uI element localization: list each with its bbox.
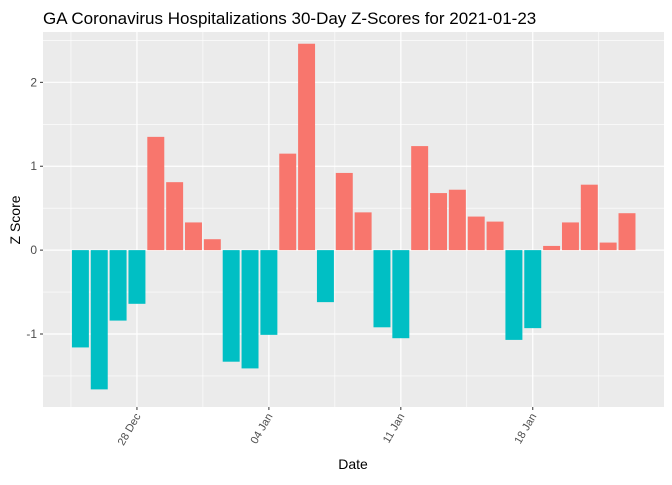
bar [448, 189, 466, 251]
x-axis-label: Date [338, 456, 368, 472]
plot-panel [43, 32, 664, 407]
bar [298, 43, 316, 251]
bar [109, 250, 127, 321]
x-tick-label: 11 Jan [381, 412, 408, 446]
y-tick-label: -1 [26, 327, 37, 341]
y-tick-label: 1 [30, 159, 37, 173]
bar [222, 250, 240, 362]
bar [316, 250, 334, 303]
bar [128, 250, 146, 304]
bar [430, 193, 447, 251]
bar [486, 221, 504, 251]
bar [147, 136, 165, 251]
y-axis-label: Z Score [7, 195, 23, 244]
x-axis: 28 Dec 04 Jan 11 Jan 18 Jan [116, 407, 539, 448]
bar [524, 250, 542, 329]
bar [241, 250, 259, 369]
x-tick-label: 04 Jan [249, 412, 276, 447]
bar [599, 242, 617, 251]
bar [71, 250, 89, 348]
x-tick-label: 28 Dec [116, 411, 144, 448]
bar [392, 250, 410, 339]
bar [260, 250, 278, 335]
bar [411, 146, 429, 251]
bar [561, 222, 579, 251]
bar [279, 153, 297, 251]
bar [505, 250, 523, 340]
bar [335, 172, 353, 251]
y-tick-label: 0 [30, 243, 37, 257]
y-tick-label: 2 [30, 75, 37, 89]
bar [580, 184, 598, 251]
bar [618, 213, 636, 251]
bar [90, 250, 108, 390]
bar [185, 222, 202, 251]
bar [354, 212, 372, 251]
bar [373, 250, 391, 328]
x-tick-label: 18 Jan [512, 412, 539, 447]
bar [467, 216, 485, 251]
bar [543, 245, 561, 251]
y-axis: -1 0 1 2 [26, 75, 43, 341]
bars [71, 43, 636, 390]
chart-title: GA Coronavirus Hospitalizations 30-Day Z… [43, 9, 536, 28]
bar [203, 239, 221, 251]
grid-lines [43, 32, 664, 407]
bar [166, 182, 184, 251]
